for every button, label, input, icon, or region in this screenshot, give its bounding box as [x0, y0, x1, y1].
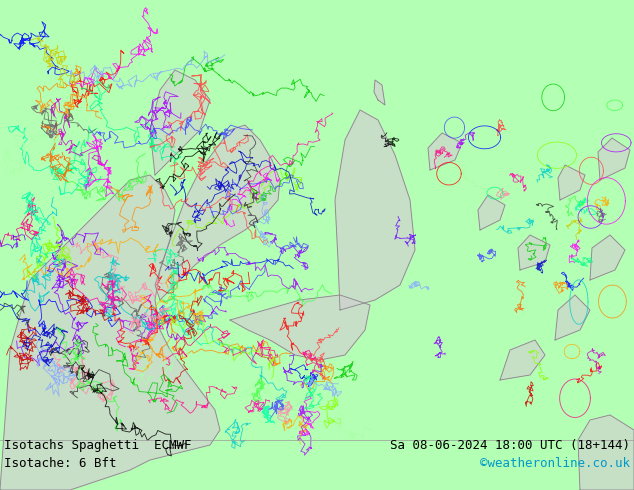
Polygon shape [555, 295, 590, 340]
Text: Isotache: 6 Bft: Isotache: 6 Bft [4, 457, 117, 470]
Text: Sa 08-06-2024 18:00 UTC (18+144): Sa 08-06-2024 18:00 UTC (18+144) [390, 439, 630, 452]
Polygon shape [155, 125, 280, 300]
Polygon shape [374, 80, 385, 105]
Text: ©weatheronline.co.uk: ©weatheronline.co.uk [480, 457, 630, 470]
Polygon shape [0, 175, 220, 490]
Polygon shape [500, 340, 545, 380]
Polygon shape [335, 110, 415, 310]
Polygon shape [428, 133, 462, 170]
Polygon shape [558, 165, 585, 200]
Polygon shape [598, 138, 630, 180]
Polygon shape [518, 235, 550, 270]
Polygon shape [590, 235, 625, 280]
Text: Isotachs Spaghetti  ECMWF: Isotachs Spaghetti ECMWF [4, 439, 191, 452]
Polygon shape [578, 415, 634, 490]
Polygon shape [150, 70, 210, 175]
Polygon shape [478, 195, 505, 230]
Polygon shape [230, 295, 370, 360]
